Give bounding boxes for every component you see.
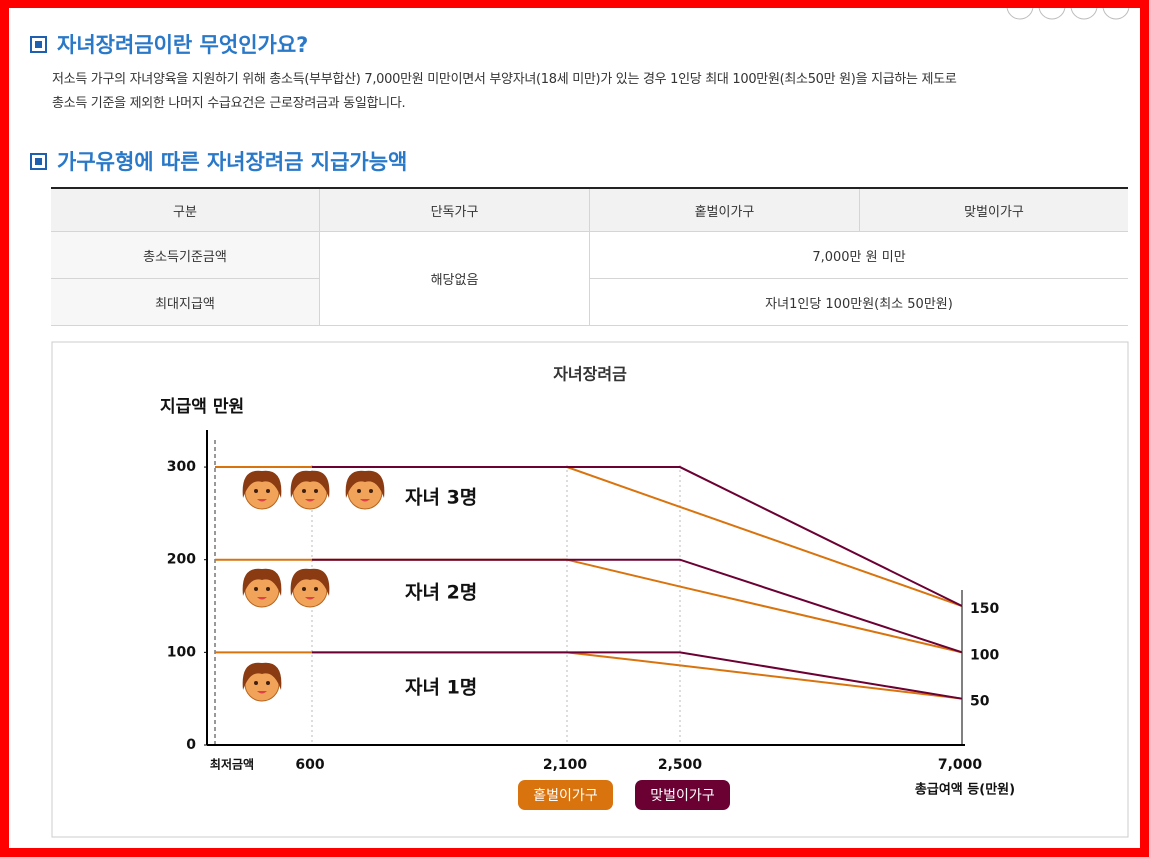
x-axis-label: 총급여액 등(만원) [915, 782, 1015, 798]
child-face [347, 474, 383, 510]
series-line [312, 558, 963, 654]
row-label: 최대지급액 [51, 278, 320, 326]
child-eye [266, 489, 270, 493]
child-eye [314, 489, 318, 493]
child-face [244, 474, 280, 510]
child-eye [302, 587, 306, 591]
legend-label: 홑벌이가구 [533, 788, 598, 804]
child-mouth [257, 691, 267, 694]
child-eye [369, 489, 373, 493]
y-tick-label: 100 [167, 644, 196, 660]
pager-dot[interactable] [1038, 0, 1066, 20]
chart-box [51, 341, 1129, 838]
heading: 가구유형에 따른 자녀장려금 지급가능액 [30, 146, 407, 176]
legend-label: 맞벌이가구 [650, 788, 715, 804]
heading-icon [30, 152, 47, 170]
end-label: 100 [970, 647, 999, 663]
heading: 자녀장려금이란 무엇인가요? [30, 29, 308, 59]
series-line [215, 558, 963, 654]
y-tick-label: 200 [167, 552, 196, 568]
legend-swatch [635, 780, 730, 810]
child-eye [266, 587, 270, 591]
child-hair [290, 568, 330, 596]
header-cell: 단독가구 [319, 188, 590, 232]
child-hair [290, 470, 330, 498]
cell: 자녀1인당 100만원(최소 50만원) [589, 278, 1128, 326]
child-hair [345, 470, 385, 498]
heading-icon [30, 35, 47, 53]
x-tick-label: 600 [295, 757, 324, 773]
child-face [292, 572, 328, 608]
child-mouth [305, 597, 315, 600]
description-line: 저소득 가구의 자녀양육을 지원하기 위해 총소득(부부합산) 7,000만원 … [52, 72, 957, 87]
series-line [312, 466, 963, 607]
child-eye [302, 489, 306, 493]
table-row: 최대지급액 자녀1인당 100만원(최소 50만원) [51, 278, 1128, 326]
header-cell: 맞벌이가구 [859, 188, 1128, 232]
series-line [215, 466, 963, 607]
table-header: 구분 단독가구 홑벌이가구 맞벌이가구 [51, 188, 1128, 232]
pager-dot[interactable] [1102, 0, 1130, 20]
table-row: 총소득기준금액 해당없음 7,000만 원 미만 [51, 231, 1128, 326]
row-label: 총소득기준금액 [51, 231, 320, 279]
cell: 해당없음 [319, 231, 590, 326]
description: 저소득 가구의 자녀양육을 지원하기 위해 총소득(부부합산) 7,000만원 … [52, 68, 957, 116]
cell: 7,000만 원 미만 [589, 231, 1128, 279]
pager-dot[interactable] [1070, 0, 1098, 20]
amount-table: 구분 단독가구 홑벌이가구 맞벌이가구 총소득기준금액 해당없음 7,000만 원 미만 … [51, 187, 1128, 326]
description-line: 총소득 기준을 제외한 나머지 수급요건은 근로장려금과 동일합니다. [52, 96, 406, 111]
end-label: 150 [970, 601, 999, 617]
series-line [215, 651, 963, 700]
child-face [244, 666, 280, 702]
heading-text: 가구유형에 따른 자녀장려금 지급가능액 [57, 150, 408, 174]
series-line [312, 651, 963, 700]
chart-title: 자녀장려금 [553, 365, 627, 384]
y-axis-label: 지급액 만원 [160, 397, 244, 417]
child-eye [314, 587, 318, 591]
x-tick-label: 2,500 [658, 757, 703, 773]
child-eye [266, 681, 270, 685]
header-cell: 홑벌이가구 [589, 188, 860, 232]
y-tick-label: 300 [167, 459, 196, 475]
child-eye [254, 681, 258, 685]
child-mouth [257, 499, 267, 502]
x-tick-label: 2,100 [543, 757, 588, 773]
child-hair [242, 470, 282, 498]
x-tick-label: 7,000 [938, 757, 983, 773]
child-mouth [360, 499, 370, 502]
child-mouth [257, 597, 267, 600]
x-tick-label: 최저금액 [210, 757, 254, 772]
legend-swatch [518, 780, 613, 810]
annotation: 자녀 3명 [405, 487, 477, 509]
child-hair [242, 662, 282, 690]
child-hair [242, 568, 282, 596]
pager [1006, 0, 1130, 20]
end-label: 50 [970, 694, 990, 710]
child-mouth [305, 499, 315, 502]
annotation: 자녀 2명 [405, 582, 477, 604]
y-tick-label: 0 [186, 737, 196, 753]
child-face [292, 474, 328, 510]
annotation: 자녀 1명 [405, 677, 477, 699]
pager-dot[interactable] [1006, 0, 1034, 20]
child-eye [357, 489, 361, 493]
header-cell: 구분 [51, 188, 320, 232]
child-face [244, 572, 280, 608]
child-eye [254, 587, 258, 591]
child-eye [254, 489, 258, 493]
heading-text: 자녀장려금이란 무엇인가요? [57, 33, 309, 57]
